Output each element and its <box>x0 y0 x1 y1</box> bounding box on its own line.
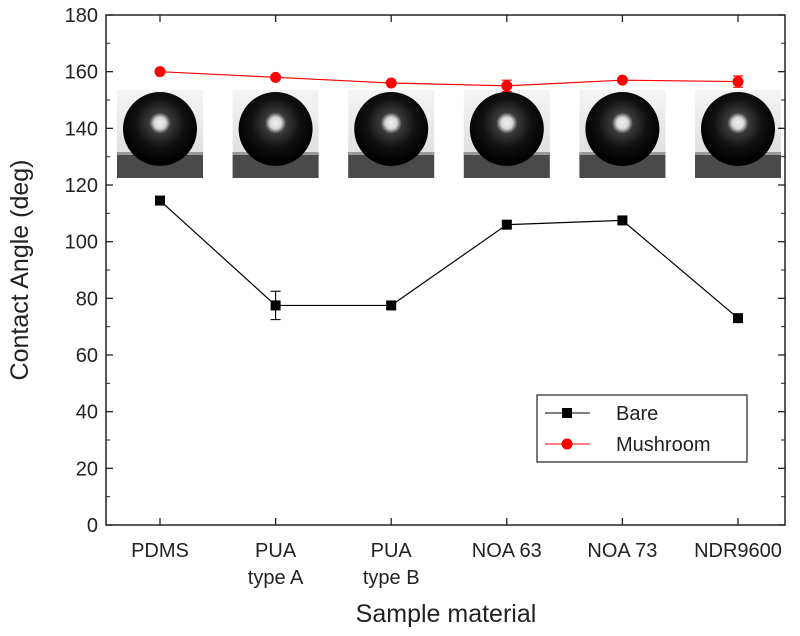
data-point <box>616 74 628 86</box>
legend-label-mushroom: Mushroom <box>616 434 710 456</box>
x-tick-label: NDR9600 <box>694 540 782 562</box>
x-tick-label: PUA <box>371 540 413 562</box>
data-point <box>154 66 166 78</box>
y-axis: 0 20 40 60 80 100 120 140 160 180 <box>65 5 785 537</box>
y-tick-label: 140 <box>65 118 98 140</box>
x-tick-label: NOA 63 <box>472 540 542 562</box>
data-point <box>501 80 513 92</box>
legend-marker-bare <box>562 408 572 418</box>
data-point <box>732 76 744 88</box>
droplet-ndr9600-image <box>695 90 781 178</box>
data-point <box>386 300 397 311</box>
droplet <box>701 92 775 166</box>
droplet <box>238 92 313 166</box>
series-line <box>159 71 739 87</box>
series-bare <box>155 195 743 324</box>
y-tick-label: 40 <box>76 402 98 424</box>
droplet-pua-type-b-image <box>348 90 435 178</box>
droplet <box>585 92 660 166</box>
y-tick-label: 60 <box>76 345 98 367</box>
legend-label-bare: Bare <box>616 403 658 425</box>
data-point <box>617 215 628 226</box>
data-point <box>501 219 512 230</box>
x-tick-label: PUA <box>255 540 297 562</box>
data-point <box>270 71 282 83</box>
data-point <box>270 300 281 311</box>
data-point <box>385 77 397 89</box>
legend-marker-mushroom <box>561 438 573 450</box>
y-tick-label: 0 <box>87 515 98 537</box>
y-tick-label: 100 <box>65 232 98 254</box>
y-tick-label: 160 <box>65 62 98 84</box>
y-axis-title: Contact Angle (deg) <box>6 160 34 381</box>
droplet-pdms-image <box>117 90 203 178</box>
x-axis-title: Sample material <box>356 600 537 628</box>
droplet-images <box>117 90 781 178</box>
droplet <box>469 92 544 166</box>
series-layer <box>154 66 744 324</box>
legend-box <box>536 394 748 463</box>
data-point <box>733 313 743 324</box>
y-tick-label: 120 <box>65 175 98 197</box>
series-mushroom <box>154 66 744 93</box>
x-tick-label: type B <box>363 567 420 589</box>
x-tick-label: PDMS <box>131 540 189 562</box>
legend: Bare Mushroom <box>536 394 748 463</box>
droplet-pua-type-a-image <box>232 90 319 178</box>
droplet-noa-63-image <box>463 90 550 178</box>
droplet <box>354 92 429 166</box>
y-tick-label: 180 <box>65 5 98 27</box>
y-tick-label: 80 <box>76 288 98 310</box>
x-tick-label: type A <box>248 567 304 589</box>
droplet <box>123 92 197 166</box>
y-tick-label: 20 <box>76 458 98 480</box>
x-tick-label: NOA 73 <box>587 540 657 562</box>
x-axis: PDMS PUA type A PUA type B NOA 63 NOA 73 NDR960… <box>131 15 782 589</box>
data-point <box>155 195 165 206</box>
series-line <box>159 200 739 319</box>
droplet-noa-73-image <box>579 90 666 178</box>
